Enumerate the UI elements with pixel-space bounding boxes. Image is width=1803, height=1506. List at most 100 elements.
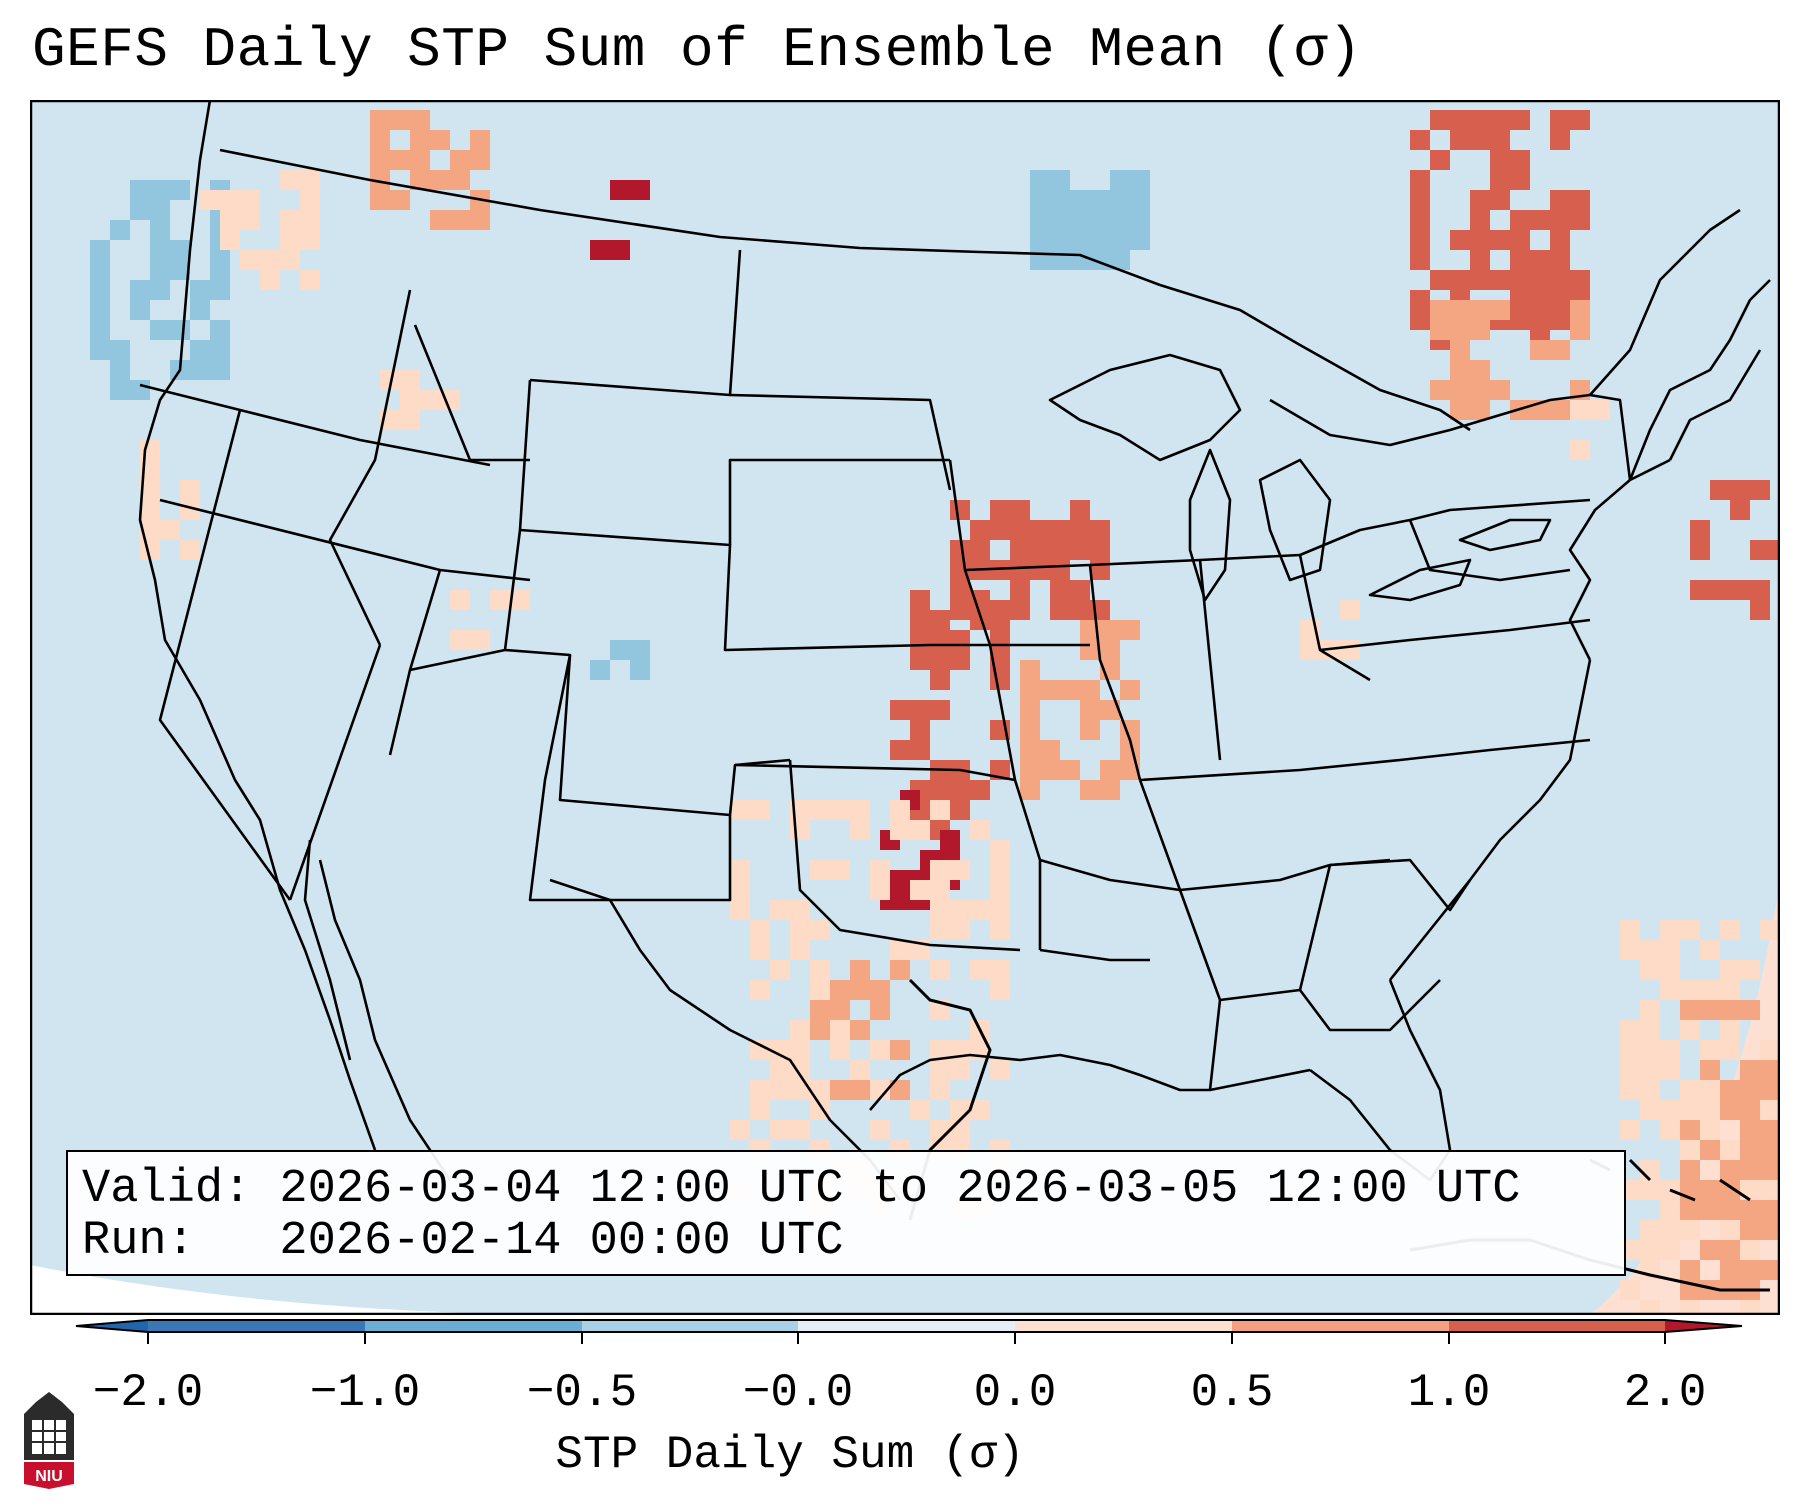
anomaly-cell <box>1510 250 1530 270</box>
anomaly-cell <box>1720 1240 1740 1260</box>
anomaly-cell <box>1760 1100 1780 1120</box>
anomaly-cell <box>180 540 200 560</box>
anomaly-cell <box>1740 1240 1760 1260</box>
anomaly-cell <box>1550 130 1570 150</box>
anomaly-cell <box>930 860 950 880</box>
colorbar-tick-label: −0.5 <box>526 1367 638 1419</box>
anomaly-cell <box>1090 190 1110 210</box>
anomaly-cell <box>1430 150 1450 170</box>
anomaly-cell <box>1720 1140 1740 1160</box>
anomaly-cell <box>970 820 990 840</box>
anomaly-cell <box>440 390 460 410</box>
anomaly-cell <box>1660 1240 1680 1260</box>
anomaly-cell <box>990 840 1010 860</box>
anomaly-cell <box>1470 360 1490 380</box>
anomaly-cell <box>1490 230 1510 250</box>
anomaly-cell <box>400 410 420 430</box>
anomaly-cell <box>1720 1000 1740 1020</box>
anomaly-cell <box>1740 1200 1760 1220</box>
anomaly-cell <box>1660 940 1680 960</box>
anomaly-cell <box>1040 680 1060 700</box>
anomaly-cell <box>90 240 110 260</box>
anomaly-cell <box>940 830 960 850</box>
anomaly-cell <box>990 860 1010 880</box>
anomaly-cell <box>410 130 430 150</box>
anomaly-cell <box>1550 190 1570 210</box>
anomaly-cell <box>1010 500 1030 520</box>
anomaly-cell <box>1720 1040 1740 1060</box>
anomaly-cell <box>1620 1060 1640 1080</box>
anomaly-cell <box>1050 230 1070 250</box>
anomaly-cell <box>890 960 910 980</box>
anomaly-cell <box>1570 190 1590 210</box>
anomaly-cell <box>410 110 430 130</box>
anomaly-cell <box>990 960 1010 980</box>
anomaly-cell <box>150 280 170 300</box>
anomaly-cell <box>750 980 770 1000</box>
anomaly-cell <box>770 1060 790 1080</box>
anomaly-cell <box>1070 250 1090 270</box>
anomaly-cell <box>1470 130 1490 150</box>
anomaly-cell <box>150 180 170 200</box>
anomaly-cell <box>1450 360 1470 380</box>
map-panel <box>30 100 1780 1315</box>
anomaly-cell <box>950 1060 970 1080</box>
anomaly-cell <box>930 900 950 920</box>
anomaly-cell <box>1090 540 1110 560</box>
anomaly-cell <box>260 270 280 290</box>
anomaly-cell <box>1470 190 1490 210</box>
anomaly-cell <box>1740 1100 1760 1120</box>
anomaly-cell <box>950 600 970 620</box>
anomaly-cell <box>1430 380 1450 400</box>
anomaly-cell <box>150 320 170 340</box>
anomaly-cell <box>1430 300 1450 320</box>
anomaly-cell <box>1740 1000 1760 1020</box>
anomaly-cell <box>240 190 260 210</box>
anomaly-cell <box>370 190 390 210</box>
anomaly-cell <box>370 170 390 190</box>
anomaly-cell <box>1340 600 1360 620</box>
anomaly-cell <box>220 210 240 230</box>
anomaly-cell <box>790 900 810 920</box>
anomaly-cell <box>450 210 470 230</box>
anomaly-cell <box>1660 920 1680 940</box>
anomaly-cell <box>1700 1120 1720 1140</box>
anomaly-cell <box>850 1080 870 1100</box>
anomaly-cell <box>930 960 950 980</box>
anomaly-cell <box>390 190 410 210</box>
anomaly-cell <box>1680 920 1700 940</box>
anomaly-cell <box>1760 1140 1780 1160</box>
anomaly-cell <box>790 1060 810 1080</box>
anomaly-cell <box>1470 230 1490 250</box>
anomaly-cell <box>1050 170 1070 190</box>
anomaly-cell <box>1490 300 1510 320</box>
anomaly-cell <box>590 660 610 680</box>
anomaly-cell <box>1550 230 1570 250</box>
anomaly-cell <box>910 590 930 610</box>
anomaly-cell <box>830 860 850 880</box>
anomaly-cell <box>490 590 510 610</box>
anomaly-cell <box>1490 170 1510 190</box>
anomaly-cell <box>210 280 230 300</box>
anomaly-cell <box>400 390 420 410</box>
anomaly-cell <box>1020 680 1040 700</box>
anomaly-cell <box>930 1080 950 1100</box>
anomaly-cell <box>1760 1080 1780 1100</box>
anomaly-cell <box>1740 960 1760 980</box>
anomaly-cell <box>870 880 890 900</box>
anomaly-cell <box>1740 1300 1760 1315</box>
anomaly-cell <box>950 650 970 670</box>
anomaly-cell <box>1550 110 1570 130</box>
anomaly-cell <box>610 240 630 260</box>
colorbar-segment <box>148 1320 365 1332</box>
anomaly-cell <box>970 520 990 540</box>
colorbar-segment <box>365 1320 582 1332</box>
anomaly-cell <box>1470 400 1490 420</box>
anomaly-cell <box>1430 110 1450 130</box>
anomaly-cell <box>1050 600 1070 620</box>
anomaly-cell <box>850 1020 870 1040</box>
anomaly-cell <box>1090 210 1110 230</box>
anomaly-cell <box>90 300 110 320</box>
anomaly-cell <box>300 190 320 210</box>
anomaly-cell <box>150 240 170 260</box>
